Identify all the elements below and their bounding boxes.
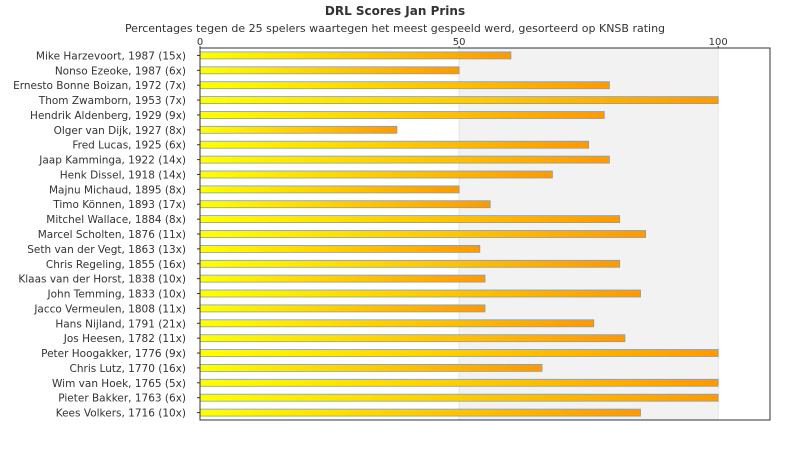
bar [199,244,481,253]
category-label: Olger van Dijk, 1927 (8x) [54,125,186,137]
category-label: Pieter Bakker, 1763 (6x) [58,393,186,405]
chart-title: DRL Scores Jan Prins [324,4,466,18]
bar [199,125,398,134]
bar [199,274,486,283]
category-label: Hans Nijland, 1791 (21x) [55,318,186,330]
bar [199,140,590,149]
bar [199,349,719,357]
category-label: Mike Harzevoort, 1987 (15x) [36,50,186,62]
category-label: John Temming, 1833 (10x) [47,289,186,301]
category-label: Majnu Michaud, 1895 (8x) [49,184,186,196]
bar [199,170,553,179]
category-label: Ernesto Bonne Boizan, 1972 (7x) [13,80,186,92]
category-label: Timo Können, 1893 (17x) [52,199,186,211]
bar [199,66,460,75]
bar [199,96,719,104]
category-label: Chris Lutz, 1770 (16x) [70,363,186,375]
bar [199,378,719,387]
plot-border [199,47,771,421]
category-label: Hendrik Aldenberg, 1929 (9x) [30,110,186,122]
category-label: Seth van der Vegt, 1863 (13x) [27,244,186,256]
category-label: Jacco Vermeulen, 1808 (11x) [33,303,186,315]
x-tick-label: 100 [709,37,728,48]
bar [199,200,491,209]
category-label: Marcel Scholten, 1876 (11x) [38,229,186,241]
category-label: Thom Zwamborn, 1953 (7x) [38,95,186,107]
category-label: Jaap Kamminga, 1922 (14x) [38,155,186,167]
category-label: Chris Regeling, 1855 (16x) [46,259,186,271]
bar [199,230,647,238]
category-label: Wim van Hoek, 1765 (5x) [52,378,186,390]
category-label: Peter Hoogakker, 1776 (9x) [41,348,186,360]
bar [199,319,595,328]
category-label: Jos Heesen, 1782 (11x) [63,333,186,345]
chart-subtitle: Percentages tegen de 25 spelers waartege… [124,22,666,35]
bar [199,185,460,194]
bar [199,363,543,372]
bars [199,51,719,417]
category-label: Nonso Ezeoke, 1987 (6x) [55,65,186,77]
plot-frame [199,47,771,421]
bar [199,259,621,268]
category-label: Mitchel Wallace, 1884 (8x) [46,214,186,226]
x-tick-label: 50 [453,37,466,48]
category-label: Kees Volkers, 1716 (10x) [56,408,186,420]
category-label: Klaas van der Horst, 1838 (10x) [18,274,186,286]
bar [199,334,626,343]
bar [199,393,719,402]
bar [199,111,605,119]
x-tick-label: 0 [197,37,203,48]
bar [199,408,641,417]
bar [199,304,486,313]
category-labels: Mike Harzevoort, 1987 (15x) Nonso Ezeoke,… [13,50,200,420]
category-label: Fred Lucas, 1925 (6x) [72,140,186,152]
category-label: Henk Dissel, 1918 (14x) [60,170,186,182]
x-axis-ticks: 0 50 100 [197,37,728,48]
bar [199,289,641,298]
bar [199,81,610,90]
bar [199,51,512,60]
bar [199,155,610,164]
bar [199,215,621,224]
